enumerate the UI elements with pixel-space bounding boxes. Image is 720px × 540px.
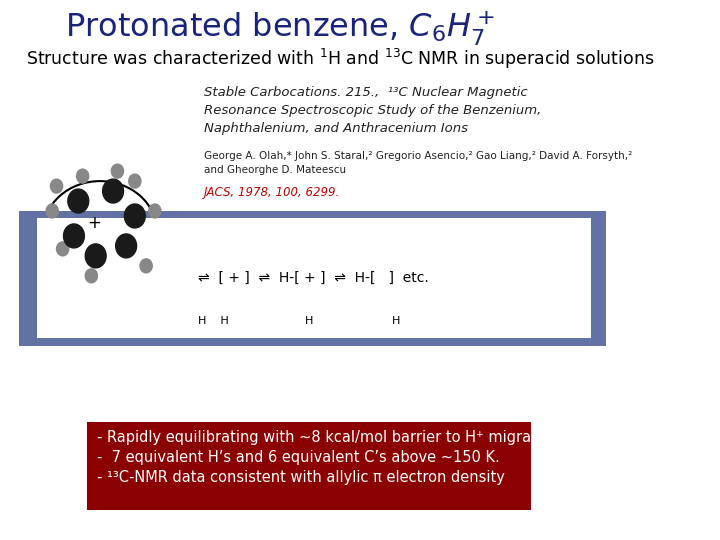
Text: H    H: H H bbox=[198, 316, 228, 326]
Text: H: H bbox=[392, 316, 400, 326]
Text: Protonated benzene, $C_6H_7^+$: Protonated benzene, $C_6H_7^+$ bbox=[66, 8, 495, 48]
Text: - Rapidly equilibrating with ~8 kcal/mol barrier to H⁺ migration: - Rapidly equilibrating with ~8 kcal/mol… bbox=[97, 430, 559, 445]
Circle shape bbox=[57, 242, 68, 256]
Text: George A. Olah,* John S. Staral,² Gregorio Asencio,² Gao Liang,² David A. Forsyt: George A. Olah,* John S. Staral,² Gregor… bbox=[204, 151, 633, 175]
Circle shape bbox=[149, 204, 161, 218]
Circle shape bbox=[125, 204, 145, 228]
Circle shape bbox=[103, 179, 124, 203]
Circle shape bbox=[76, 169, 89, 183]
Circle shape bbox=[129, 174, 141, 188]
Circle shape bbox=[116, 234, 137, 258]
Text: -  7 equivalent H’s and 6 equivalent C’s above ~150 K.: - 7 equivalent H’s and 6 equivalent C’s … bbox=[97, 450, 500, 465]
Text: ⇌  [ + ]  ⇌  H-[ + ]  ⇌  H-[   ]  etc.: ⇌ [ + ] ⇌ H-[ + ] ⇌ H-[ ] etc. bbox=[198, 271, 428, 285]
Text: JACS, 1978, 100, 6299.: JACS, 1978, 100, 6299. bbox=[204, 186, 341, 199]
FancyBboxPatch shape bbox=[37, 218, 592, 338]
Text: - ¹³C-NMR data consistent with allylic π electron density: - ¹³C-NMR data consistent with allylic π… bbox=[97, 470, 505, 485]
Text: Structure was characterized with $^1$H and $^{13}$C NMR in superacid solutions: Structure was characterized with $^1$H a… bbox=[26, 48, 654, 71]
FancyBboxPatch shape bbox=[87, 422, 531, 510]
Circle shape bbox=[85, 244, 106, 268]
Circle shape bbox=[85, 269, 97, 283]
Circle shape bbox=[50, 179, 63, 193]
Text: +: + bbox=[87, 214, 101, 232]
FancyBboxPatch shape bbox=[19, 211, 606, 346]
Circle shape bbox=[68, 189, 89, 213]
Circle shape bbox=[63, 224, 84, 248]
Text: H: H bbox=[305, 316, 313, 326]
Circle shape bbox=[140, 259, 152, 273]
Circle shape bbox=[46, 204, 58, 218]
Text: Stable Carbocations. 215.,  ¹³C Nuclear Magnetic
Resonance Spectroscopic Study o: Stable Carbocations. 215., ¹³C Nuclear M… bbox=[204, 86, 541, 136]
Circle shape bbox=[112, 164, 124, 178]
